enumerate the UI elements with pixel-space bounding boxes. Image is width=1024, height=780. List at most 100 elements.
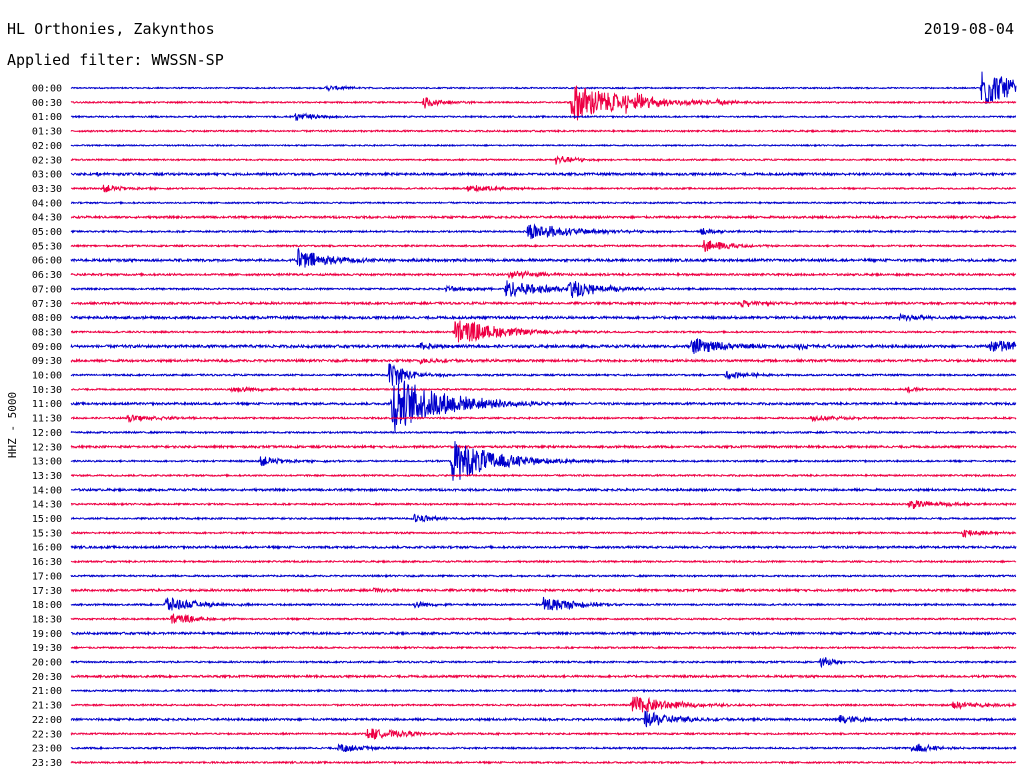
row-time-label: 22:00 (32, 715, 62, 726)
row-time-label: 06:00 (32, 256, 62, 267)
seismic-trace (70, 171, 1017, 178)
seismic-trace (70, 85, 1017, 121)
row-time-label: 05:30 (32, 241, 62, 252)
row-time-label: 23:00 (32, 744, 62, 755)
row-time-label: 07:30 (32, 299, 62, 310)
seismic-trace (70, 223, 1017, 240)
row-time-label: 15:00 (32, 514, 62, 525)
seismic-trace (70, 441, 1017, 481)
row-time-label: 16:00 (32, 543, 62, 554)
y-axis-label: HHZ - 5000 (6, 392, 19, 458)
seismic-trace (70, 743, 1017, 753)
row-time-label: 02:00 (32, 141, 62, 152)
seismic-trace (70, 143, 1017, 148)
seismic-trace (70, 357, 1017, 365)
seismic-trace (70, 380, 1017, 432)
seismic-trace (70, 696, 1017, 713)
row-time-label: 20:30 (32, 672, 62, 683)
row-time-label: 14:30 (32, 500, 62, 511)
seismic-trace (70, 155, 1017, 165)
seismic-trace (70, 613, 1017, 624)
seismic-trace (70, 544, 1017, 551)
seismic-trace (70, 128, 1017, 134)
seismic-trace (70, 499, 1017, 510)
seismic-trace (70, 338, 1017, 355)
row-time-label: 13:00 (32, 457, 62, 468)
seismic-trace (70, 386, 1017, 394)
row-time-label: 21:00 (32, 686, 62, 697)
row-time-label: 08:00 (32, 313, 62, 324)
row-time-label: 06:30 (32, 270, 62, 281)
row-time-label: 16:30 (32, 557, 62, 568)
seismic-trace (70, 184, 1017, 193)
row-time-label: 01:00 (32, 112, 62, 123)
row-time-label: 12:00 (32, 428, 62, 439)
row-time-label: 00:30 (32, 98, 62, 109)
seismic-trace (70, 688, 1017, 693)
seismic-trace (70, 299, 1017, 308)
seismic-trace (70, 443, 1017, 450)
seismic-trace (70, 112, 1016, 121)
row-time-label: 10:00 (32, 371, 62, 382)
row-time-label: 15:30 (32, 528, 62, 539)
row-time-label: 08:30 (32, 327, 62, 338)
seismic-trace (70, 486, 1017, 493)
row-time-label: 12:30 (32, 442, 62, 453)
row-time-label: 01:30 (32, 127, 62, 138)
seismic-trace (70, 645, 1017, 650)
seismic-trace (71, 529, 1017, 539)
seismic-trace (70, 473, 1016, 478)
row-time-label: 19:30 (32, 643, 62, 654)
row-time-label: 18:30 (32, 614, 62, 625)
seismic-trace (70, 760, 1017, 765)
row-time-label: 13:30 (32, 471, 62, 482)
seismic-trace (70, 270, 1017, 280)
seismic-trace (70, 430, 1017, 435)
row-time-label: 11:30 (32, 414, 62, 425)
seismic-trace (70, 673, 1017, 680)
seismic-trace (70, 587, 1017, 594)
seismic-trace (70, 200, 1017, 205)
seismic-trace (70, 363, 1017, 386)
row-time-label: 09:30 (32, 356, 62, 367)
station-title: HL Orthonies, Zakynthos (7, 20, 215, 38)
row-time-label: 09:00 (32, 342, 62, 353)
row-time-label: 23:30 (32, 758, 62, 769)
row-time-label: 17:00 (32, 571, 62, 582)
row-time-label: 20:00 (32, 658, 62, 669)
seismic-trace (70, 573, 1017, 579)
row-time-label: 03:00 (32, 170, 62, 181)
seismic-trace (70, 710, 1017, 728)
seismic-trace (70, 247, 1017, 268)
seismic-trace (70, 630, 1017, 637)
row-time-label: 22:30 (32, 729, 62, 740)
row-time-label: 02:30 (32, 155, 62, 166)
seismic-trace (70, 239, 1017, 252)
row-time-label: 03:30 (32, 184, 62, 195)
seismic-trace (70, 312, 1017, 323)
row-time-label: 10:30 (32, 385, 62, 396)
date-label: 2019-08-04 (923, 20, 1014, 38)
seismic-trace (70, 280, 1017, 298)
seismic-trace (70, 513, 1017, 523)
row-time-label: 17:30 (32, 586, 62, 597)
seismic-trace (70, 596, 1017, 611)
row-time-label: 07:00 (32, 284, 62, 295)
seismic-trace (70, 414, 1017, 423)
row-time-label: 11:00 (32, 399, 62, 410)
filter-subtitle: Applied filter: WWSSN-SP (7, 51, 224, 69)
row-time-label: 04:00 (32, 198, 62, 209)
seismic-trace (70, 320, 1017, 343)
row-time-label: 19:00 (32, 629, 62, 640)
row-time-label: 21:30 (32, 701, 62, 712)
seismic-trace (70, 214, 1017, 221)
seismic-trace (70, 71, 1017, 104)
row-time-label: 18:00 (32, 600, 62, 611)
row-time-label: 14:00 (32, 485, 62, 496)
row-time-label: 04:30 (32, 213, 62, 224)
row-time-label: 05:00 (32, 227, 62, 238)
seismic-trace (70, 657, 1017, 669)
row-time-label: 00:00 (32, 84, 62, 95)
seismic-trace (70, 728, 1017, 741)
